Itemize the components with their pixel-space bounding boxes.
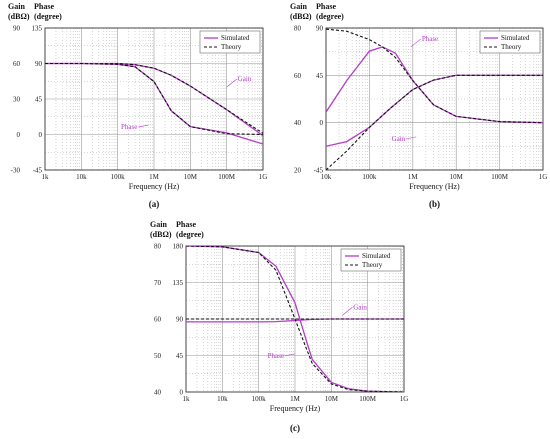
phase-tick-label: 45: [35, 96, 43, 104]
gain-tick-label: 0: [17, 131, 21, 139]
x-tick-label: 1M: [408, 173, 419, 181]
gain-axis-title: Gain: [150, 220, 167, 229]
x-tick-label: 10M: [184, 173, 198, 181]
x-tick-label: 100k: [362, 173, 377, 181]
annotation-label: Gain: [238, 75, 252, 83]
x-tick-label: 10k: [321, 173, 332, 181]
simulated-gain-line: [326, 74, 543, 147]
gain-tick-label: 40: [294, 119, 302, 127]
x-tick-label: 100k: [111, 173, 126, 181]
gain-tick-label: 80: [154, 243, 162, 251]
annotation-label: Gain: [392, 135, 406, 143]
annotation-leader: [342, 307, 353, 316]
phase-axis-title: Phase: [34, 2, 54, 11]
phase-tick-label: 90: [35, 60, 43, 68]
gain-axis-unit: (dBΩ): [290, 12, 312, 21]
x-tick-label: 1M: [149, 173, 160, 181]
plot-frame: [44, 27, 264, 171]
x-tick-label: 100M: [218, 173, 236, 181]
x-tick-label: 1M: [290, 395, 301, 403]
phase-tick-label: -45: [314, 167, 324, 175]
gain-axis-unit: (dBΩ): [8, 12, 30, 21]
gain-tick-label: 60: [294, 72, 302, 80]
gain-tick-label: -30: [11, 167, 21, 175]
phase-tick-label: 0: [180, 389, 184, 397]
legend-simulated-label: Simulated: [362, 252, 391, 260]
phase-tick-label: 135: [173, 279, 184, 287]
theory-phase-line: [326, 28, 543, 124]
panel-label: (c): [290, 423, 300, 433]
gain-tick-label: 90: [13, 25, 21, 33]
gain-axis-unit: (dBΩ): [150, 230, 172, 239]
phase-axis-unit: (degree): [34, 12, 62, 21]
gain-tick-label: 60: [154, 316, 162, 324]
gain-axis-title: Gain: [290, 2, 307, 11]
x-tick-label: 100M: [359, 395, 377, 403]
annotation-label: Gain: [353, 303, 367, 311]
annotation-leader: [284, 353, 296, 357]
x-axis-title: Frequency (Hz): [270, 404, 321, 413]
simulated-phase-line: [326, 46, 543, 124]
gain-tick-label: 20: [294, 167, 302, 175]
x-tick-label: 100M: [491, 173, 509, 181]
gain-tick-label: 80: [294, 25, 302, 33]
annotation-leader: [406, 136, 417, 140]
phase-axis-title: Phase: [316, 2, 336, 11]
gain-tick-label: 70: [154, 279, 162, 287]
theory-phase-line: [45, 62, 263, 136]
annotation-leader: [138, 124, 149, 128]
phase-tick-label: 45: [176, 352, 184, 360]
gain-tick-label: 50: [154, 352, 162, 360]
x-tick-label: 1G: [539, 173, 548, 181]
phase-tick-label: 90: [316, 25, 324, 33]
x-tick-label: 100k: [252, 395, 267, 403]
phase-axis-unit: (degree): [176, 230, 204, 239]
legend-simulated-label: Simulated: [501, 34, 530, 42]
annotation-label: Phase: [422, 35, 438, 43]
annotation-label: Phase: [121, 123, 137, 131]
legend-simulated-label: Simulated: [221, 34, 250, 42]
legend-theory-label: Theory: [362, 261, 383, 269]
phase-tick-label: 90: [176, 316, 184, 324]
gain-tick-label: 40: [154, 389, 162, 397]
phase-tick-label: -45: [33, 167, 43, 175]
gain-tick-label: 60: [13, 60, 21, 68]
legend-theory-label: Theory: [221, 43, 242, 51]
x-tick-label: 1k: [42, 173, 50, 181]
x-tick-label: 10k: [217, 395, 228, 403]
gain-tick-label: 30: [13, 96, 21, 104]
panel-label: (a): [149, 199, 160, 209]
x-tick-label: 10M: [450, 173, 464, 181]
phase-axis-unit: (degree): [316, 12, 344, 21]
x-tick-label: 1G: [400, 395, 409, 403]
annotation-leader: [226, 78, 237, 88]
x-tick-label: 10k: [76, 173, 87, 181]
phase-tick-label: 180: [173, 243, 184, 251]
x-tick-label: 10M: [325, 395, 339, 403]
phase-tick-label: 0: [39, 131, 43, 139]
x-tick-label: 1k: [183, 395, 191, 403]
x-axis-title: Frequency (Hz): [129, 182, 180, 191]
chart-panel-1: 1k 10k 100k 1M 10M 100M 1G 90 135 60 90 30 45 0 0 -30 -4…: [8, 2, 267, 209]
phase-tick-label: 45: [316, 72, 324, 80]
phase-axis-title: Phase: [176, 220, 196, 229]
legend-theory-label: Theory: [501, 43, 522, 51]
annotation-label: Phase: [268, 352, 284, 360]
x-tick-label: 1G: [259, 173, 268, 181]
phase-tick-label: 0: [320, 119, 324, 127]
plot-frame: [325, 27, 544, 171]
panel-label: (b): [429, 199, 440, 209]
x-axis-title: Frequency (Hz): [409, 182, 460, 191]
phase-tick-label: 135: [32, 25, 43, 33]
chart-panel-3: 1k 10k 100k 1M 10M 100M 1G 80 180 70 135 60 90 50 45 40…: [150, 220, 408, 433]
theory-phase-line: [186, 246, 404, 392]
gain-axis-title: Gain: [8, 2, 25, 11]
annotation-leader: [410, 38, 422, 48]
